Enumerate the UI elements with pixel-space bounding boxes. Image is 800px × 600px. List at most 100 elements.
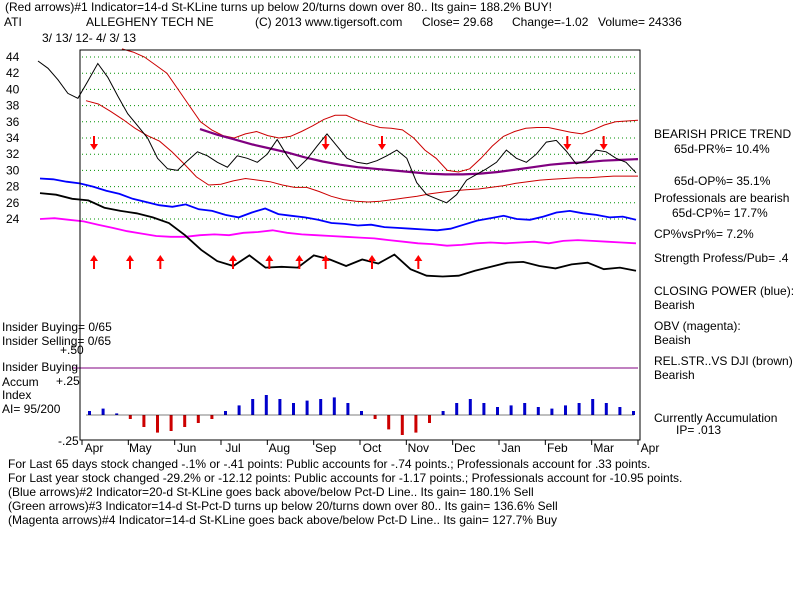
red-down-arrow [599,136,608,150]
accumulation-bar [346,403,350,415]
insider-buying: Insider Buying= 0/65 [2,320,112,334]
indicator1-line: (Red arrows)#1 Indicator=14-d St-KLine t… [5,0,552,14]
obv-status: Beaish [654,333,691,347]
insider-selling: Insider Selling= 0/65 [2,334,112,348]
y-tick-label: 28 [6,180,20,194]
accumulation-bar [482,403,486,415]
ai-value: AI= 95/200 [2,402,61,416]
cp-value: 65d-CP%= 17.7% [672,206,768,220]
accumulation-bar [428,415,431,423]
y-tick-label: 40 [6,82,20,96]
x-tick-label: Aug [269,441,290,455]
cp-vs-pr: CP%vsPr%= 7.2% [654,227,754,241]
obv-line [39,217,637,247]
trend-title: BEARISH PRICE TREND [654,127,792,141]
accumulation-bar [115,413,119,415]
chart-marks [90,136,608,269]
accumulation-bar [319,399,323,415]
accumulation-bar [509,405,513,415]
accumulation-bar [468,399,472,415]
footer-line-2: For Last year stock changed -29.2% or -1… [8,471,683,485]
accumulation-bar [536,407,540,415]
red-up-arrow [321,255,330,269]
footer-line-3: (Blue arrows)#2 Indicator=20-d St-KLine … [8,485,534,499]
accumulation-bar [373,415,377,419]
closing-power-status: Bearish [654,298,695,312]
accumulation-label: Currently Accumulation [654,411,778,425]
y-tick-label: 44 [6,50,20,64]
accumulation-bar [523,403,527,415]
accumulation-bar [305,400,309,415]
red-up-arrow [265,255,274,269]
closing-power-label: CLOSING POWER (blue): [654,284,795,298]
y-tick-label: 32 [6,147,20,161]
close-value: Close= 29.68 [422,15,494,29]
accumulation-bar [550,408,554,415]
red-down-arrow [563,136,572,150]
lower-band [85,100,638,203]
change-value: Change=-1.02 [512,15,589,29]
red-up-arrow [156,255,165,269]
accumulation-bar [88,411,91,415]
y-tick-label: 42 [6,66,20,80]
y-tick-label: 24 [6,212,20,226]
red-up-arrow [90,255,98,269]
x-tick-label: Sep [315,441,337,455]
accumulation-bar [169,415,173,431]
red-up-arrow [126,255,134,269]
x-tick-label: Dec [454,441,475,455]
accumulation-bar [128,415,132,419]
relstr-label: REL.STR..VS DJI (brown) [654,354,793,368]
accumulation-bar [224,411,227,415]
accumulation-bar [142,415,146,427]
accumulation-bar [496,407,499,415]
red-down-arrow [90,136,98,150]
accumulation-bar [156,415,159,433]
accumulation-bar [455,403,459,415]
accumulation-bar [196,415,200,423]
pr-value: 65d-PR%= 10.4% [674,142,770,156]
x-tick-label: Jul [225,441,240,455]
accumulation-bar [360,411,363,415]
ticker: ATI [4,15,22,29]
accumulation-bar [332,397,336,415]
y-tick-label: 38 [6,99,20,113]
closing-power-line [39,177,637,232]
accumulation-bar [400,415,404,435]
insider-buying-line-label: Insider Buying [2,360,79,374]
copyright: (C) 2013 www.tigersoft.com [255,15,403,29]
accum-plus25: +.25 [56,374,80,388]
accumulation-bar [618,407,622,415]
obv-label: OBV (magenta): [654,319,741,333]
accum-plus50: +.50 [60,343,84,357]
red-up-arrow [229,255,237,269]
x-tick-label: Jan [501,441,520,455]
red-up-arrow [414,255,423,269]
y-tick-label: 30 [6,163,20,177]
price-line [37,60,637,204]
red-up-arrow [368,255,376,269]
op-value: 65d-OP%= 35.1% [674,174,771,188]
company-name: ALLEGHENY TECH NE [86,15,214,29]
strength-ratio: Strength Profess/Pub= .4 [654,251,789,265]
accumulation-bar [183,415,187,427]
accumulation-bar [251,399,255,415]
accumulation-bar [292,403,295,415]
accum-minus25: -.25 [58,434,79,448]
accumulation-bar [604,403,608,415]
professionals-text: Professionals are bearish [654,191,790,205]
red-up-arrow [295,255,304,269]
x-tick-label: Jun [177,441,196,455]
footer-line-1: For Last 65 days stock changed -.1% or -… [8,457,651,471]
accumulation-bar [387,415,391,430]
accumulation-bar [441,411,445,415]
accumulation-bar [264,395,268,415]
accumulation-bar [591,399,595,415]
accumulation-bar [237,405,241,415]
footer-line-4: (Green arrows)#3 Indicator=14-d St-Pct-D… [8,499,558,513]
relstr-status: Bearish [654,368,695,382]
plot-frame [79,49,641,441]
index-label: Index [2,388,32,402]
chart-series [37,48,639,435]
